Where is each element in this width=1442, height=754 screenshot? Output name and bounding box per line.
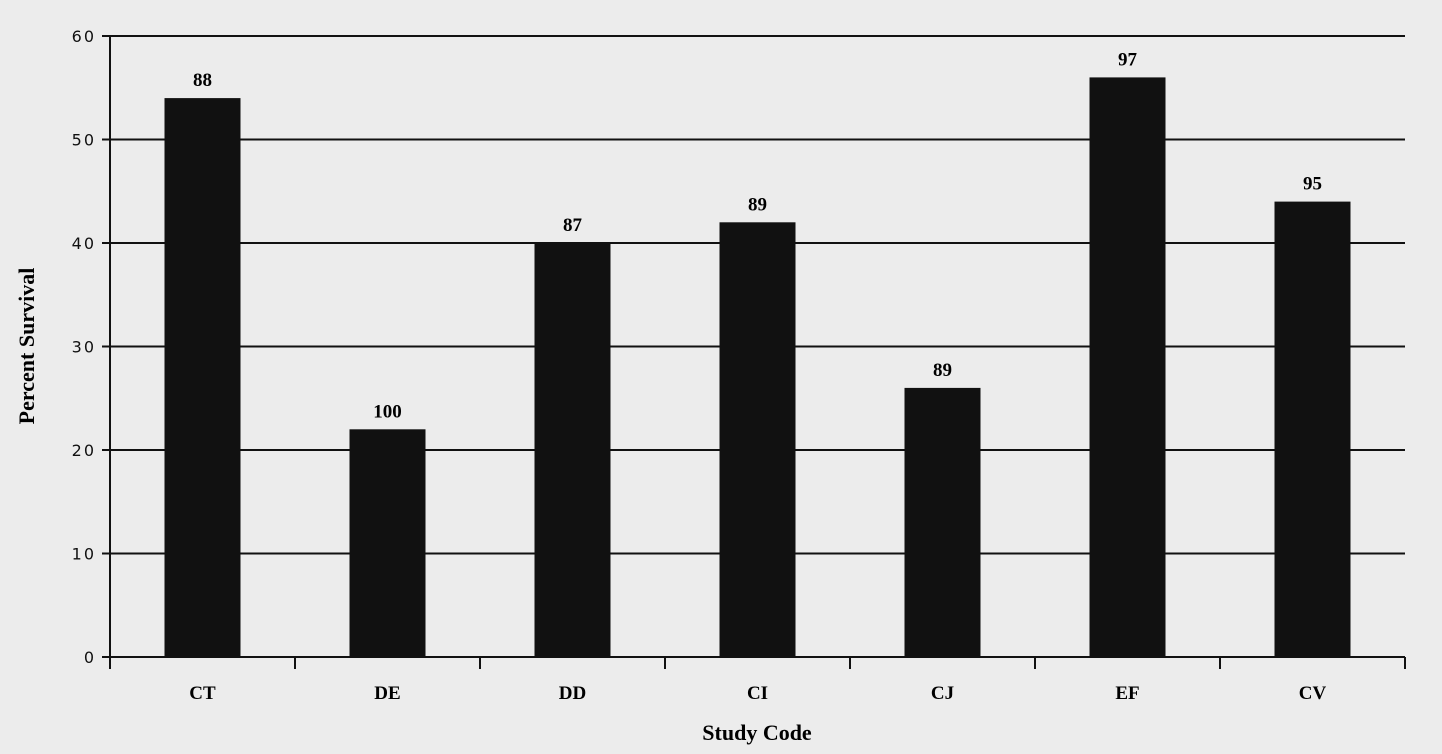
y-tick-label: 50: [72, 131, 96, 150]
y-tick-label: 60: [72, 27, 96, 46]
x-axis-title: Study Code: [702, 720, 812, 745]
data-label: 87: [563, 215, 583, 236]
x-tick-label: CT: [189, 683, 216, 704]
axes: [102, 35, 1406, 669]
y-tick-label: 10: [72, 545, 96, 564]
bar-dd: [534, 243, 611, 657]
bar-de: [349, 429, 426, 657]
bar-cj: [904, 387, 981, 657]
data-label: 88: [193, 70, 212, 91]
bar-ef: [1089, 77, 1166, 657]
x-tick-label: CJ: [931, 683, 954, 704]
x-tick-label: DE: [374, 683, 400, 704]
y-axis-title: Percent Survival: [14, 268, 39, 425]
bars: [164, 77, 1351, 658]
labels: 0 10 20 30 40 50 60 88 CT 100 DE 87 DD 89 CI 89 CJ 97 EF 95…: [72, 27, 1327, 704]
data-label: 100: [373, 401, 402, 422]
bar-ct: [164, 98, 241, 658]
data-label: 89: [933, 360, 952, 381]
y-tick-label: 20: [72, 441, 96, 460]
x-tick-label: EF: [1115, 683, 1139, 704]
y-tick-label: 30: [72, 338, 96, 357]
x-tick-label: CV: [1299, 683, 1327, 704]
bar-cv: [1274, 201, 1351, 657]
x-tick-label: CI: [747, 683, 768, 704]
data-label: 97: [1118, 49, 1138, 70]
bar-ci: [719, 222, 796, 658]
data-label: 89: [748, 194, 767, 215]
x-tick-label: DD: [559, 683, 586, 704]
data-label: 95: [1303, 174, 1322, 195]
y-tick-label: 40: [72, 234, 96, 253]
y-tick-label: 0: [84, 648, 96, 667]
